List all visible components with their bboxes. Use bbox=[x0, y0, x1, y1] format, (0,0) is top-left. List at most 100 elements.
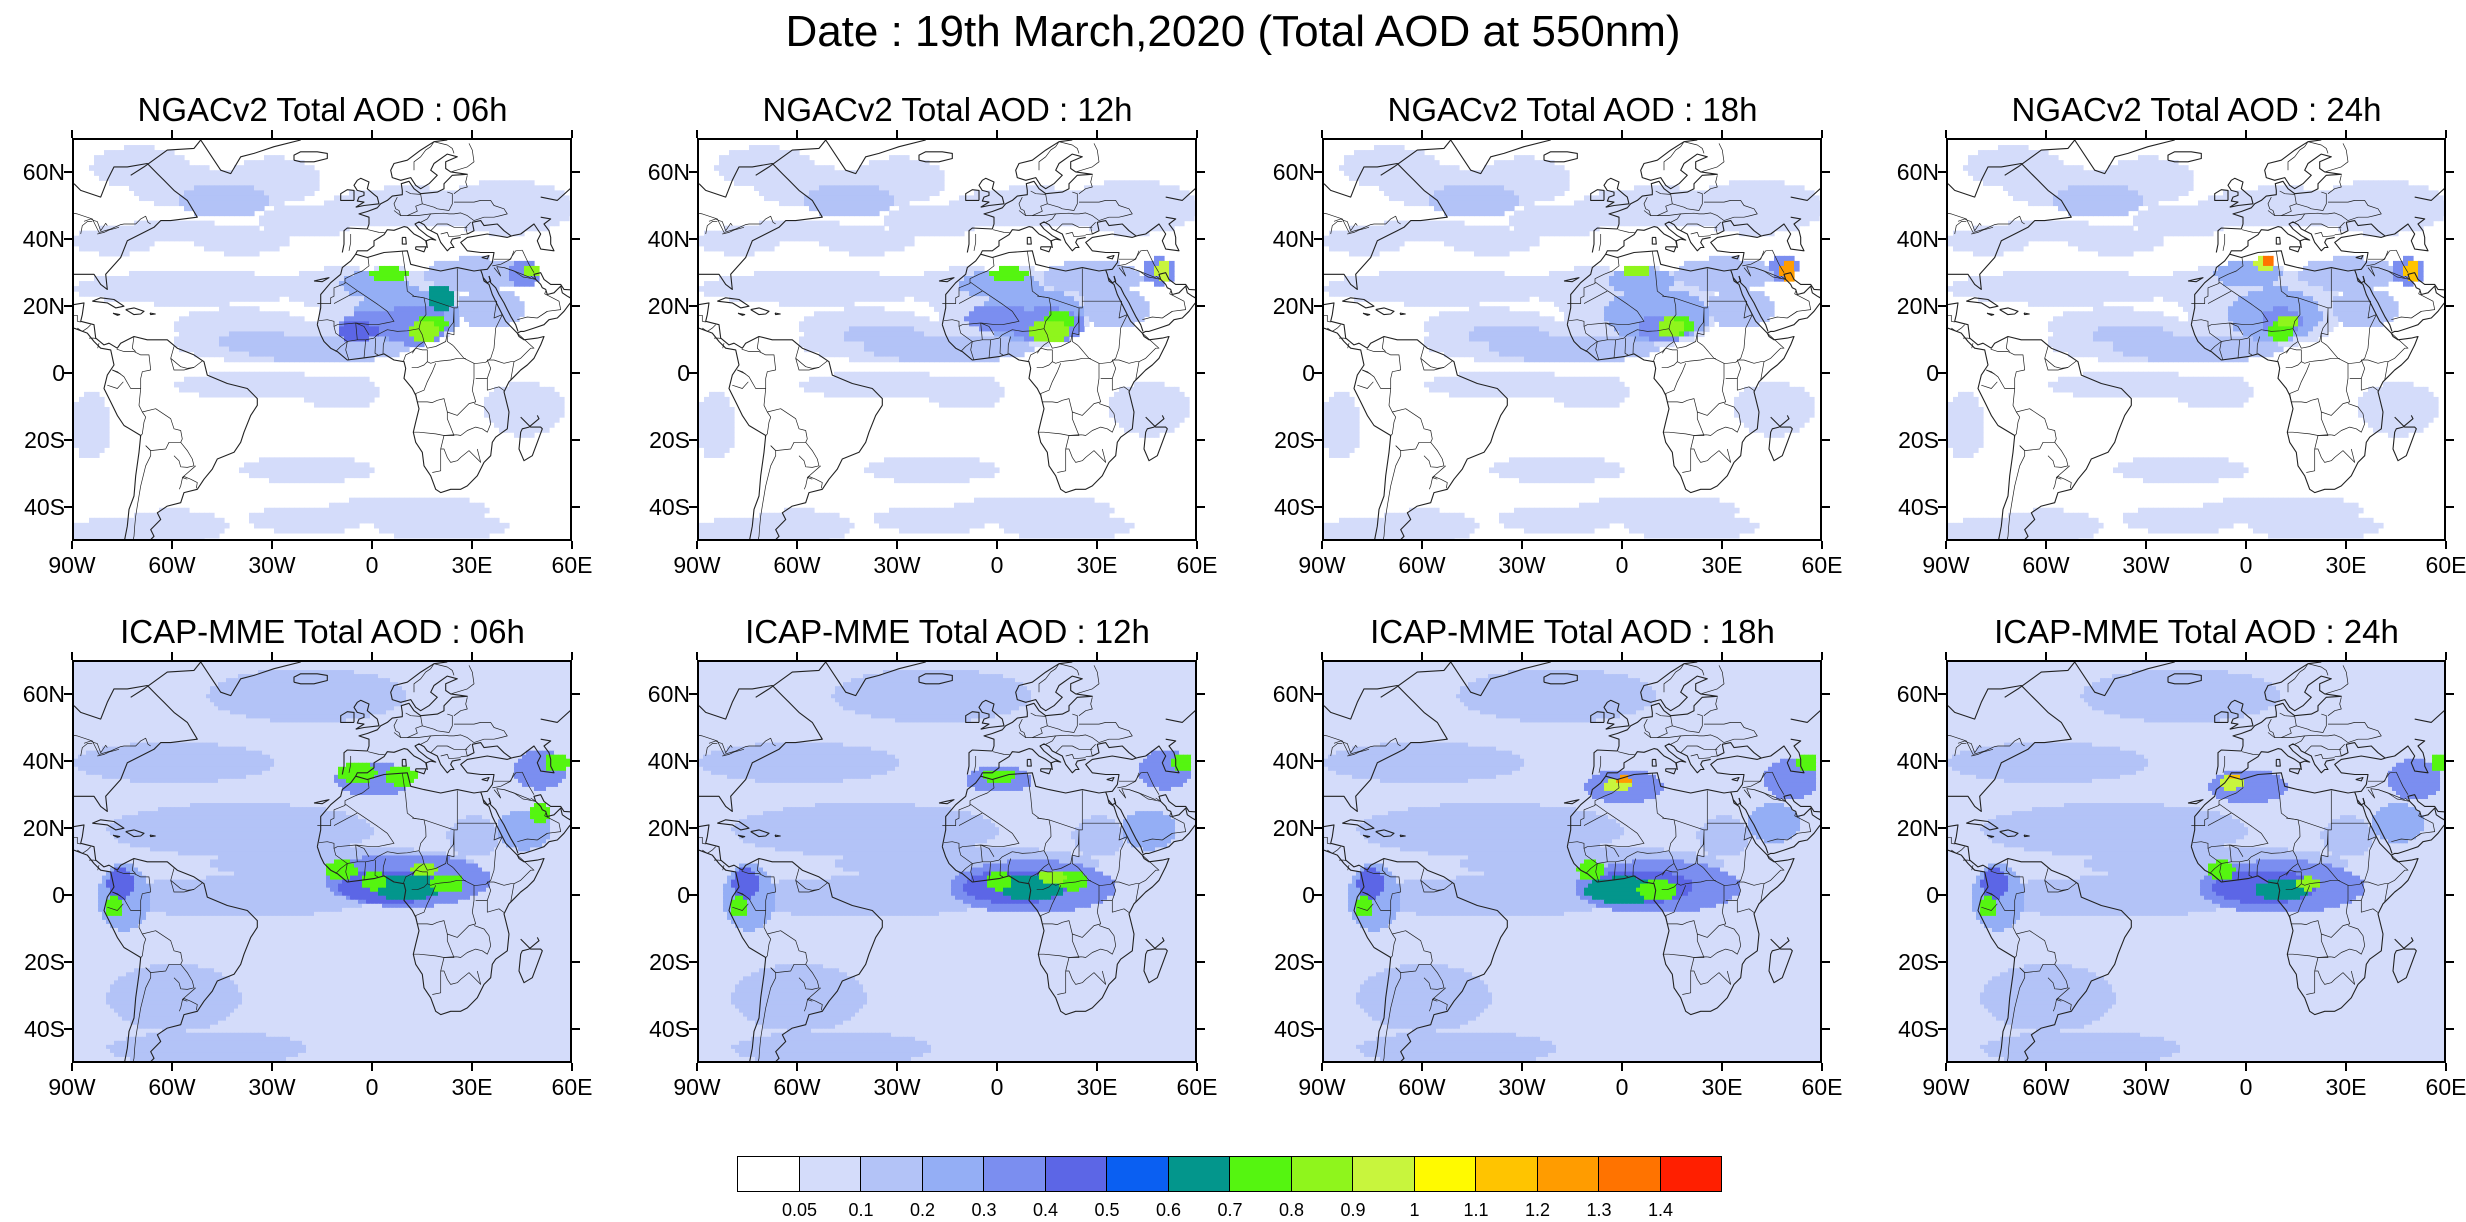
colorbar-label: 0.7 bbox=[1217, 1200, 1242, 1220]
lat-tick bbox=[1197, 894, 1205, 896]
lat-tick bbox=[2446, 305, 2454, 307]
lon-tick bbox=[696, 130, 698, 138]
lon-tick bbox=[571, 1063, 573, 1071]
lat-tick-label: 40N bbox=[23, 748, 65, 774]
colorbar-swatch bbox=[1229, 1156, 1292, 1192]
lon-tick bbox=[271, 130, 273, 138]
lat-tick bbox=[572, 305, 580, 307]
colorbar-label: 0.6 bbox=[1156, 1200, 1181, 1220]
lat-tick bbox=[1938, 506, 1946, 508]
lat-tick bbox=[1197, 305, 1205, 307]
lat-tick bbox=[1822, 238, 1830, 240]
aod-map bbox=[697, 660, 1197, 1063]
lon-tick bbox=[371, 1063, 373, 1071]
lat-tick bbox=[1197, 961, 1205, 963]
colorbar-swatch bbox=[1414, 1156, 1477, 1192]
panel-title: ICAP-MME Total AOD : 18h bbox=[1260, 612, 1885, 652]
lon-tick-label: 30E bbox=[1077, 1074, 1118, 1100]
lat-tick bbox=[1822, 1028, 1830, 1030]
lon-tick-label: 60W bbox=[1398, 1074, 1445, 1100]
lon-tick-label: 60W bbox=[1398, 552, 1445, 578]
lon-tick bbox=[2245, 652, 2247, 660]
lon-tick-label: 30W bbox=[248, 552, 295, 578]
lon-tick bbox=[2445, 652, 2447, 660]
lat-tick-label: 20N bbox=[23, 815, 65, 841]
lon-tick bbox=[171, 652, 173, 660]
aod-map bbox=[1322, 660, 1822, 1063]
colorbar-swatch bbox=[1352, 1156, 1415, 1192]
lat-tick bbox=[1314, 238, 1322, 240]
lat-tick-label: 20N bbox=[1273, 293, 1315, 319]
lon-tick-label: 90W bbox=[673, 1074, 720, 1100]
aod-map bbox=[72, 138, 572, 541]
lon-tick bbox=[371, 541, 373, 549]
colorbar-label: 1.3 bbox=[1586, 1200, 1611, 1220]
colorbar-swatch bbox=[1660, 1156, 1723, 1192]
lon-tick bbox=[1721, 541, 1723, 549]
lat-tick bbox=[572, 372, 580, 374]
lon-tick bbox=[796, 1063, 798, 1071]
panel-title: NGACv2 Total AOD : 18h bbox=[1260, 90, 1885, 130]
lon-tick-label: 60W bbox=[148, 552, 195, 578]
lon-tick-label: 0 bbox=[991, 552, 1004, 578]
lon-tick bbox=[71, 130, 73, 138]
lat-tick-label: 40N bbox=[1273, 748, 1315, 774]
lat-tick-label: 60N bbox=[1273, 681, 1315, 707]
lat-tick bbox=[1822, 439, 1830, 441]
map-panel: ICAP-MME Total AOD : 06h 60N 40N 20N 0 20S 40S… bbox=[10, 612, 635, 1152]
lat-tick bbox=[572, 171, 580, 173]
lon-tick-label: 60W bbox=[148, 1074, 195, 1100]
panel-title: NGACv2 Total AOD : 06h bbox=[10, 90, 635, 130]
lon-tick bbox=[571, 130, 573, 138]
lon-tick bbox=[1621, 652, 1623, 660]
colorbar-swatch bbox=[799, 1156, 862, 1192]
lat-tick bbox=[689, 1028, 697, 1030]
lon-tick bbox=[1421, 130, 1423, 138]
lon-tick bbox=[2245, 541, 2247, 549]
lat-tick-label: 20N bbox=[648, 293, 690, 319]
lat-tick-label: 20N bbox=[23, 293, 65, 319]
lat-tick bbox=[572, 506, 580, 508]
lat-tick-label: 20N bbox=[1897, 815, 1939, 841]
figure-title: Date : 19th March,2020 (Total AOD at 550… bbox=[0, 6, 2466, 58]
colorbar-label: 1.1 bbox=[1463, 1200, 1488, 1220]
lat-tick-label: 40N bbox=[1273, 226, 1315, 252]
lat-tick bbox=[1822, 894, 1830, 896]
lat-tick bbox=[2446, 827, 2454, 829]
colorbar-label: 0.5 bbox=[1094, 1200, 1119, 1220]
lat-tick-label: 20S bbox=[24, 427, 65, 453]
lon-tick bbox=[996, 652, 998, 660]
lat-tick bbox=[1822, 827, 1830, 829]
lon-tick bbox=[1721, 1063, 1723, 1071]
lat-tick bbox=[1197, 506, 1205, 508]
lat-tick bbox=[64, 305, 72, 307]
lon-tick bbox=[1521, 1063, 1523, 1071]
lat-tick-label: 20N bbox=[1897, 293, 1939, 319]
panel-title: NGACv2 Total AOD : 12h bbox=[635, 90, 1260, 130]
lat-tick bbox=[1822, 305, 1830, 307]
lon-tick-label: 90W bbox=[1922, 1074, 1969, 1100]
map-panel: NGACv2 Total AOD : 06h 60N 40N 20N 0 20S 40S 90… bbox=[10, 90, 635, 630]
lat-tick bbox=[1314, 693, 1322, 695]
lat-tick-label: 60N bbox=[1897, 681, 1939, 707]
lat-tick bbox=[572, 693, 580, 695]
lat-tick bbox=[2446, 961, 2454, 963]
lat-tick bbox=[572, 961, 580, 963]
lon-tick bbox=[1321, 130, 1323, 138]
lon-tick bbox=[1521, 652, 1523, 660]
lon-tick bbox=[696, 541, 698, 549]
lat-tick-label: 40N bbox=[648, 226, 690, 252]
lat-tick bbox=[1314, 171, 1322, 173]
lat-tick bbox=[1938, 171, 1946, 173]
lon-tick-label: 90W bbox=[1298, 552, 1345, 578]
lon-tick bbox=[2445, 541, 2447, 549]
lon-tick bbox=[471, 1063, 473, 1071]
lat-tick-label: 60N bbox=[1897, 159, 1939, 185]
map-panel: NGACv2 Total AOD : 12h 60N 40N 20N 0 20S 40S 90… bbox=[635, 90, 1260, 630]
lon-tick-label: 60E bbox=[552, 1074, 593, 1100]
lon-tick-label: 0 bbox=[2240, 1074, 2253, 1100]
lon-tick-label: 30W bbox=[873, 552, 920, 578]
lon-tick bbox=[271, 652, 273, 660]
lat-tick bbox=[1938, 894, 1946, 896]
aod-map bbox=[1322, 138, 1822, 541]
